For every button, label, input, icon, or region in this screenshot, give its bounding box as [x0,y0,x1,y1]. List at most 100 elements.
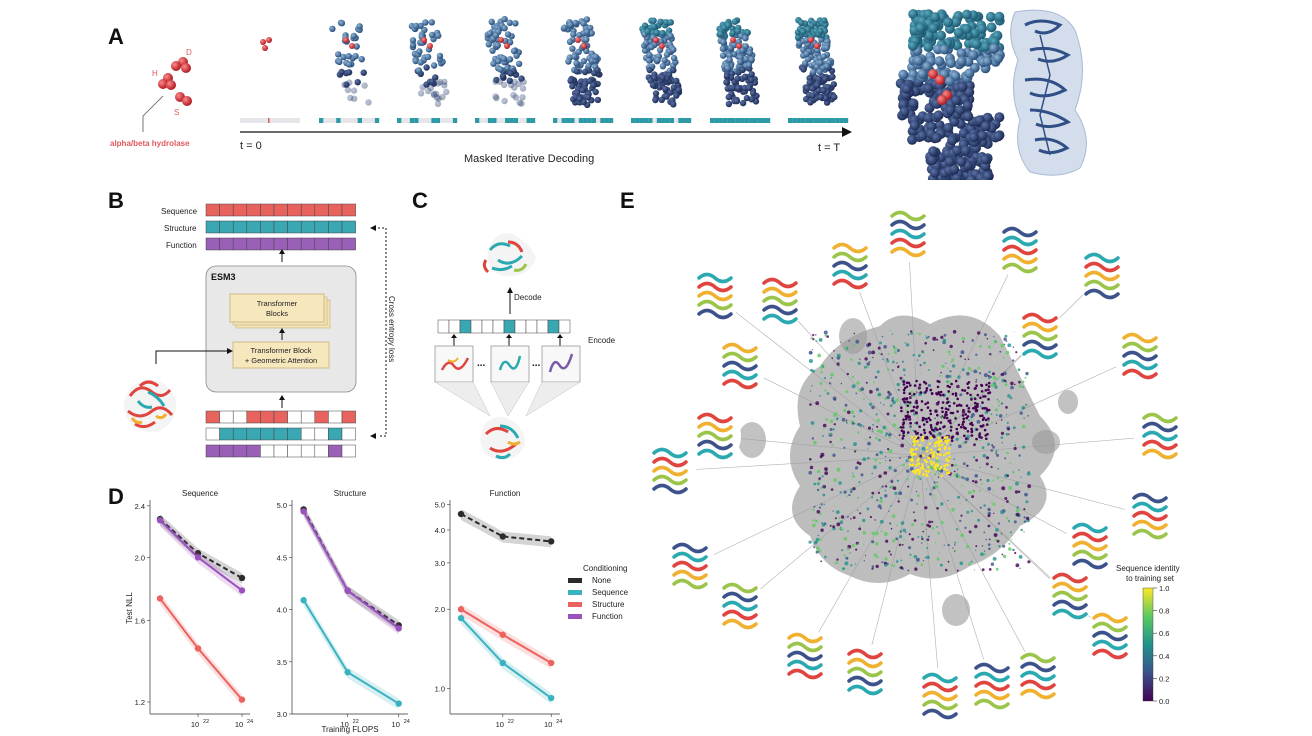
series-band-none [461,509,552,548]
mask-track-3 [397,118,458,123]
mask-track-8 [788,118,849,123]
legend-swatch-none [568,578,582,583]
track-label-structure: Structure [164,224,197,233]
structure-token [525,319,538,334]
decoding-frame-1 [260,37,272,51]
series-point-none [238,574,246,582]
legend-swatch-structure [568,602,582,607]
series-point-none [499,533,506,540]
y-axis-label: Test NLL [125,592,134,624]
encode-label: Encode [588,336,616,345]
structure-token [514,319,527,334]
structure-token [492,319,505,334]
protein-cartoon [644,443,696,499]
output-row-structure [205,220,356,234]
colorbar-tick-label: 0.2 [1159,674,1169,683]
protein-cartoon [994,222,1046,278]
panel-letter-d: D [108,484,124,509]
block-bottom-line2: + Geometric Attention [245,356,317,365]
series-band-none [160,514,242,584]
series-band-function [160,515,242,597]
model-name: ESM3 [211,272,236,282]
x-tick-label: 10 [544,720,552,729]
legend-swatch-function [568,614,582,619]
protein-cartoon [1076,248,1128,304]
decoding-frame-7 [716,17,760,108]
series-band-structure [160,593,242,706]
colorbar-title-1: Sequence identity [1116,564,1180,573]
decoding-frame-6 [639,17,683,108]
ellipsis-2: ... [532,358,541,369]
mask-track-4 [475,118,536,123]
mask-track-1 [240,118,300,123]
x-tick-label: 10 [341,720,349,729]
chart-function: Function 5.0 4.0 3.0 2.0 1.0 10 22 10 24 [435,489,563,729]
series-point-sequence [300,597,307,604]
decoding-frame-3 [408,19,450,108]
series-band-none [303,504,399,632]
protein-cartoon [1014,308,1066,364]
protein-cartoon [882,206,934,262]
legend-label-sequence: Sequence [592,588,629,597]
track-label-function: Function [166,241,197,250]
catalytic-site-atoms [158,57,192,106]
x-tick-exponent: 24 [556,719,562,725]
structure-token [536,319,549,334]
protein-cartoon [1084,608,1136,664]
y-tick-label: 5.0 [277,501,287,510]
series-point-function [156,517,164,524]
x-tick-label: 10 [235,720,243,729]
series-point-sequence [499,659,506,667]
decoding-frame-5 [560,16,603,109]
t-end-label: t = T [818,142,840,154]
colorbar-title-2: to training set [1126,574,1175,583]
y-tick-label: 3.0 [277,710,287,719]
decode-label: Decode [514,293,542,302]
y-tick-label: 3.5 [277,658,287,667]
y-tick-label: 2.0 [435,605,445,614]
protein-cartoon [914,668,966,724]
t-start-label: t = 0 [240,140,262,152]
structure-token [558,319,571,334]
panel-letter-e: E [620,188,635,213]
series-line-none [302,508,400,627]
chart-sequence: Sequence 2.4 2.0 1.6 1.2 10 22 10 24 [135,489,254,729]
mask-track-7 [710,118,771,123]
series-point-structure [194,645,202,652]
panel-a-figure: D H S alpha/beta hydrolase t = 0 t = T M… [110,9,1087,180]
protein-cartoon [714,578,766,634]
decoding-frame-8 [794,17,838,106]
block-bottom-line1: Transformer Block [251,346,312,355]
series-point-structure [548,659,555,667]
panel-letter-a: A [108,24,124,49]
y-tick-label: 1.2 [135,698,145,707]
series-point-structure [499,631,506,638]
x-tick-exponent: 24 [247,719,253,725]
y-tick-label: 2.0 [135,553,145,562]
legend-label-function: Function [592,612,623,621]
series-point-sequence [344,669,351,676]
legend-swatch-sequence [568,590,582,595]
site-label: alpha/beta hydrolase [110,139,190,148]
protein-cartoon [1044,568,1096,624]
series-point-sequence [548,694,555,702]
series-point-structure [156,595,164,602]
structure-token [470,319,483,334]
panel-c-figure: Decode Encode ... ... [434,233,616,460]
series-point-sequence [457,614,465,622]
protein-cartoon [689,408,741,464]
colorbar [1142,587,1154,702]
mask-track-5 [553,118,614,123]
structure-token [481,319,494,334]
series-point-structure [238,696,246,703]
legend-label-structure: Structure [592,600,625,609]
track-label-sequence: Sequence [161,207,198,216]
structure-token [547,319,560,334]
series-point-function [344,587,351,595]
y-tick-label: 3.0 [435,559,445,568]
protein-cartoon [1064,518,1116,574]
panel-e-figure: 1.0 0.8 0.6 0.4 0.2 0.0 [644,206,1186,724]
mask-track-2 [319,118,380,123]
series-point-structure [457,606,465,613]
decoding-frame-2 [329,19,372,106]
